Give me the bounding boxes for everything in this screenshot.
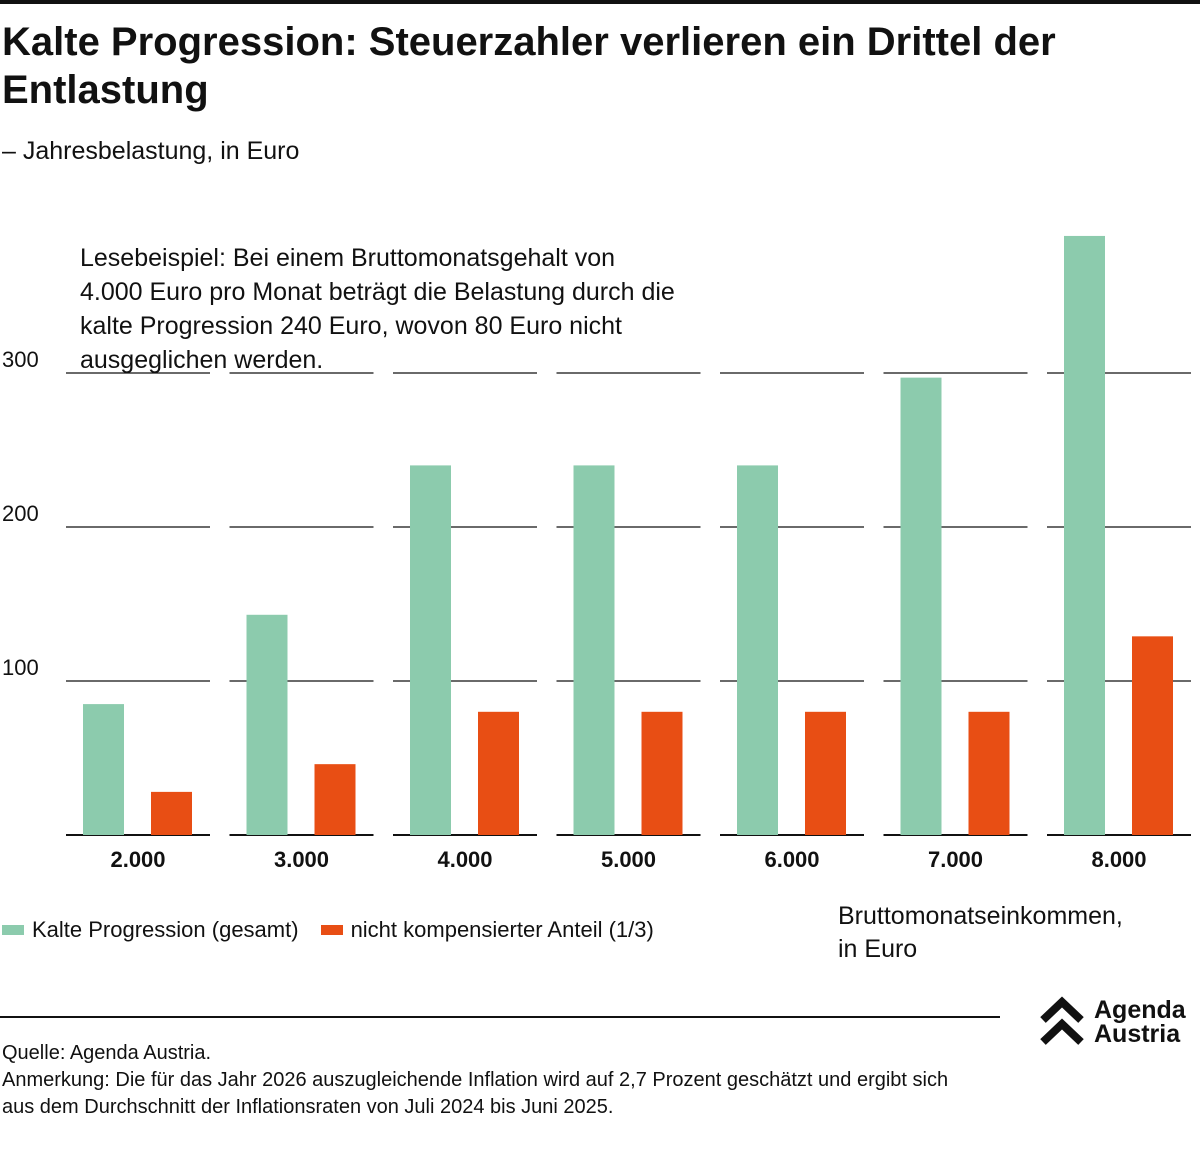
bar-total-6.000	[737, 465, 778, 835]
bar-total-2.000	[83, 704, 124, 835]
bars	[83, 235, 1173, 835]
agenda-austria-logo: Agenda Austria	[1038, 996, 1200, 1050]
bar-uncompensated-2.000	[151, 791, 192, 835]
chart-title: Kalte Progression: Steuerzahler verliere…	[2, 20, 1056, 112]
bar-total-4.000	[410, 465, 451, 835]
y-axis-ticks: 100 200 300	[2, 347, 39, 680]
x-tick-label: 6.000	[764, 847, 819, 872]
x-axis-title: Bruttomonatseinkommen, in Euro	[838, 900, 1123, 966]
legend-label-uncompensated: nicht kompensierter Anteil (1/3)	[350, 917, 654, 942]
x-tick-label: 4.000	[437, 847, 492, 872]
reading-example-annotation: Lesebeispiel: Bei einem Bruttomonatsgeha…	[80, 244, 675, 374]
bar-total-3.000	[246, 614, 288, 835]
x-axis-title-line1: Bruttomonatseinkommen,	[838, 902, 1123, 930]
legend-swatch-uncompensated	[320, 925, 343, 935]
bar-uncompensated-7.000	[968, 711, 1010, 835]
bar-uncompensated-6.000	[805, 711, 846, 835]
top-rule	[0, 0, 1200, 4]
legend-item-total: Kalte Progression (gesamt)	[2, 917, 299, 943]
y-tick-label: 100	[2, 655, 39, 680]
legend-item-uncompensated: nicht kompensierter Anteil (1/3)	[320, 917, 654, 943]
gridlines	[66, 372, 1191, 836]
logo-line2: Austria	[1094, 1020, 1181, 1048]
x-axis-ticks: 2.000 3.000 4.000 5.000 6.000 7.000 8.000	[110, 847, 1146, 872]
y-tick-label: 300	[2, 347, 39, 372]
bar-total-5.000	[573, 465, 615, 835]
source-note: Quelle: Agenda Austria.	[2, 1042, 212, 1064]
legend: Kalte Progression (gesamt) nicht kompens…	[2, 917, 676, 943]
legend-swatch-total	[2, 925, 24, 935]
bar-uncompensated-4.000	[478, 711, 519, 835]
chart-subtitle: – Jahresbelastung, in Euro	[2, 137, 300, 165]
bar-uncompensated-5.000	[641, 711, 683, 835]
logo-line1: Agenda	[1094, 996, 1186, 1024]
footer-rule	[0, 1016, 1000, 1018]
x-tick-label: 7.000	[928, 847, 983, 872]
methodology-note: Anmerkung: Die für das Jahr 2026 auszugl…	[2, 1069, 949, 1118]
bar-uncompensated-8.000	[1132, 636, 1173, 835]
y-tick-label: 200	[2, 501, 39, 526]
bar-total-7.000	[900, 377, 942, 835]
x-tick-label: 2.000	[110, 847, 165, 872]
bar-total-8.000	[1064, 235, 1105, 835]
legend-label-total: Kalte Progression (gesamt)	[32, 917, 299, 942]
x-tick-label: 5.000	[601, 847, 656, 872]
bar-chart: 100 200 300 2.000 3.000 4.000 5.000 6.000 7.000…	[2, 235, 1191, 872]
logo-wordmark: Agenda Austria	[1094, 996, 1186, 1048]
bar-uncompensated-3.000	[314, 764, 356, 835]
x-tick-label: 8.000	[1091, 847, 1146, 872]
footer: Quelle: Agenda Austria. Anmerkung: Die f…	[2, 1040, 982, 1121]
x-axis-title-line2: in Euro	[838, 935, 918, 963]
double-chevron-up-icon	[1040, 996, 1084, 1045]
x-tick-label: 3.000	[274, 847, 329, 872]
